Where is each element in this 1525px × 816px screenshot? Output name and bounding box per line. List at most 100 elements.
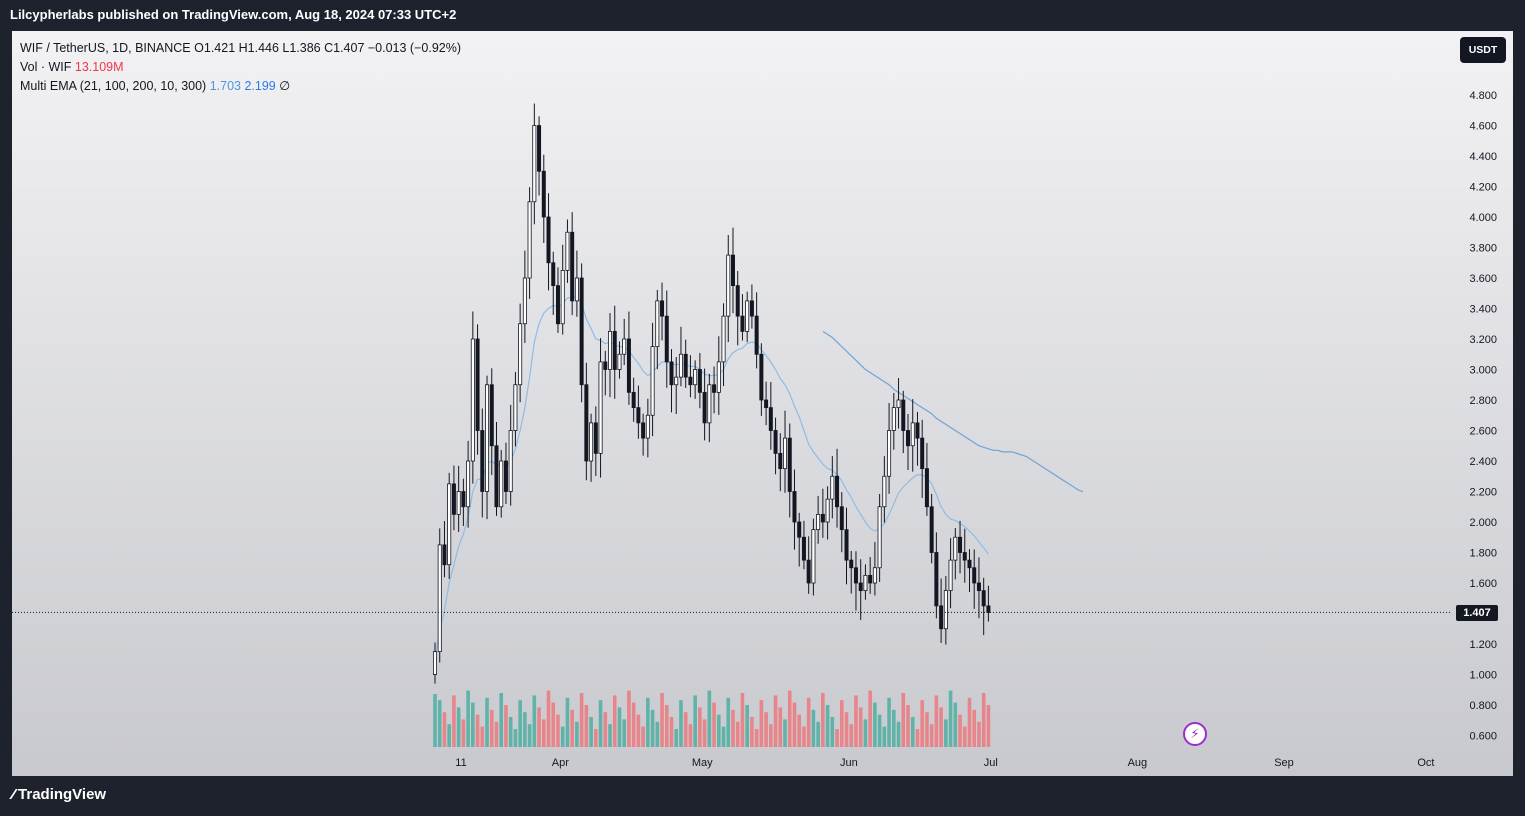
price-axis[interactable]: 4.800 4.600 4.400 4.200 4.000 3.800 3.600 3.400… [1469,90,1497,743]
volume-bar [504,705,508,747]
candle-body [688,376,693,386]
time-axis[interactable]: 11 Apr May Jun Jul Aug Sep Oct [455,757,1434,769]
candle-body [863,574,868,592]
candle-body [437,544,442,653]
ema-lines [434,295,1084,660]
symbol-row[interactable]: WIF / TetherUS, 1D, BINANCE O1.421 H1.44… [20,39,461,58]
candle-body [849,559,854,569]
volume-bar [948,690,953,747]
volume-bar [508,717,513,747]
volume-bar [958,714,962,747]
volume-bars [433,690,991,747]
volume-bar [617,707,622,747]
symbol-label[interactable]: WIF / TetherUS, 1D, BINANCE [20,41,191,55]
volume-bar [835,729,839,747]
volume-bar [679,700,683,747]
candle-body [976,582,981,592]
candle-body [574,277,579,302]
candle-body [631,391,636,409]
candle-body [702,391,707,424]
price-tick-label: 4.200 [1469,182,1497,194]
volume-bar [456,707,461,747]
candle-body [901,399,906,431]
volume-bar [447,724,451,747]
volume-bar [825,705,830,747]
candle-body [920,437,925,470]
volume-bar [646,697,650,747]
candle-body [877,506,882,569]
volume-bar [664,705,669,747]
price-tick-label: 3.200 [1469,334,1497,346]
volume-bar [731,709,735,747]
candle-body [958,536,963,553]
candle-body [603,361,608,370]
price-tick-label: 2.200 [1469,487,1497,499]
candle-body [811,529,816,584]
volume-bar [745,705,749,747]
chart-legend: WIF / TetherUS, 1D, BINANCE O1.421 H1.44… [20,39,461,96]
candle-body [626,338,631,393]
volume-row[interactable]: Vol · WIF 13.109M [20,58,461,77]
candle-body [726,254,731,317]
candle-body [764,399,769,409]
candle-body [485,384,490,492]
candle-body [962,552,967,561]
price-tick-label: 3.400 [1469,304,1497,316]
candle-body [825,498,830,523]
volume-bar [627,690,631,747]
volume-bar [556,714,560,747]
volume-bar [565,697,570,747]
candle-body [839,506,844,531]
volume-bar [939,707,943,747]
candle-body [674,376,679,386]
price-tick-label: 0.800 [1469,700,1497,712]
price-chart[interactable]: 4.800 4.600 4.400 4.200 4.000 3.800 3.600 3.400… [12,31,1513,776]
candle-body [461,491,466,508]
lightning-icon[interactable]: ⚡ [1183,722,1207,746]
volume-bar [693,695,697,747]
volume-bar [986,705,991,747]
candle-body [451,483,456,515]
volume-bar [906,705,910,747]
candle-body [797,521,802,538]
candle-body [641,422,646,439]
volume-bar [475,714,480,747]
price-tick-label: 4.800 [1469,90,1497,102]
candle-body [712,384,717,393]
candle-body [707,384,712,424]
candle-body [522,277,527,325]
price-tick-label: 2.400 [1469,456,1497,468]
price-tick-label: 3.800 [1469,243,1497,255]
candle-body [835,475,840,508]
candle-body [915,422,920,439]
candle-body [929,506,934,553]
candle-body [844,529,849,561]
candle-body [783,437,788,470]
candle-body [986,605,991,613]
volume-bar [740,693,745,747]
volume-bar [674,729,679,747]
candle-body [792,491,797,523]
ema-row[interactable]: Multi EMA (21, 100, 200, 10, 300) 1.703 … [20,77,461,96]
ema-long-line [822,330,1084,493]
volume-bar [660,693,664,747]
volume-bar [598,700,603,747]
ema-value-2: 2.199 [244,79,276,93]
candle-body [816,513,821,531]
candle-body [972,567,977,584]
brand-name: TradingView [18,786,107,803]
tradingview-brand[interactable]: ⁄⁄ TradingView [12,786,106,803]
candle-body [560,269,565,325]
time-tick-label: Oct [1417,757,1434,769]
candle-body [872,567,877,584]
volume-bar [513,729,518,747]
candle-body [943,590,948,630]
candle-body [442,544,447,566]
volume-bar [849,724,854,747]
volume-bar [802,726,806,747]
chart-panel[interactable]: 4.800 4.600 4.400 4.200 4.000 3.800 3.600 3.400… [12,31,1513,776]
currency-button[interactable]: USDT [1460,37,1506,63]
volume-bar [584,705,589,747]
ema-label: Multi EMA (21, 100, 200, 10, 300) [20,79,207,93]
volume-bar [797,714,802,747]
